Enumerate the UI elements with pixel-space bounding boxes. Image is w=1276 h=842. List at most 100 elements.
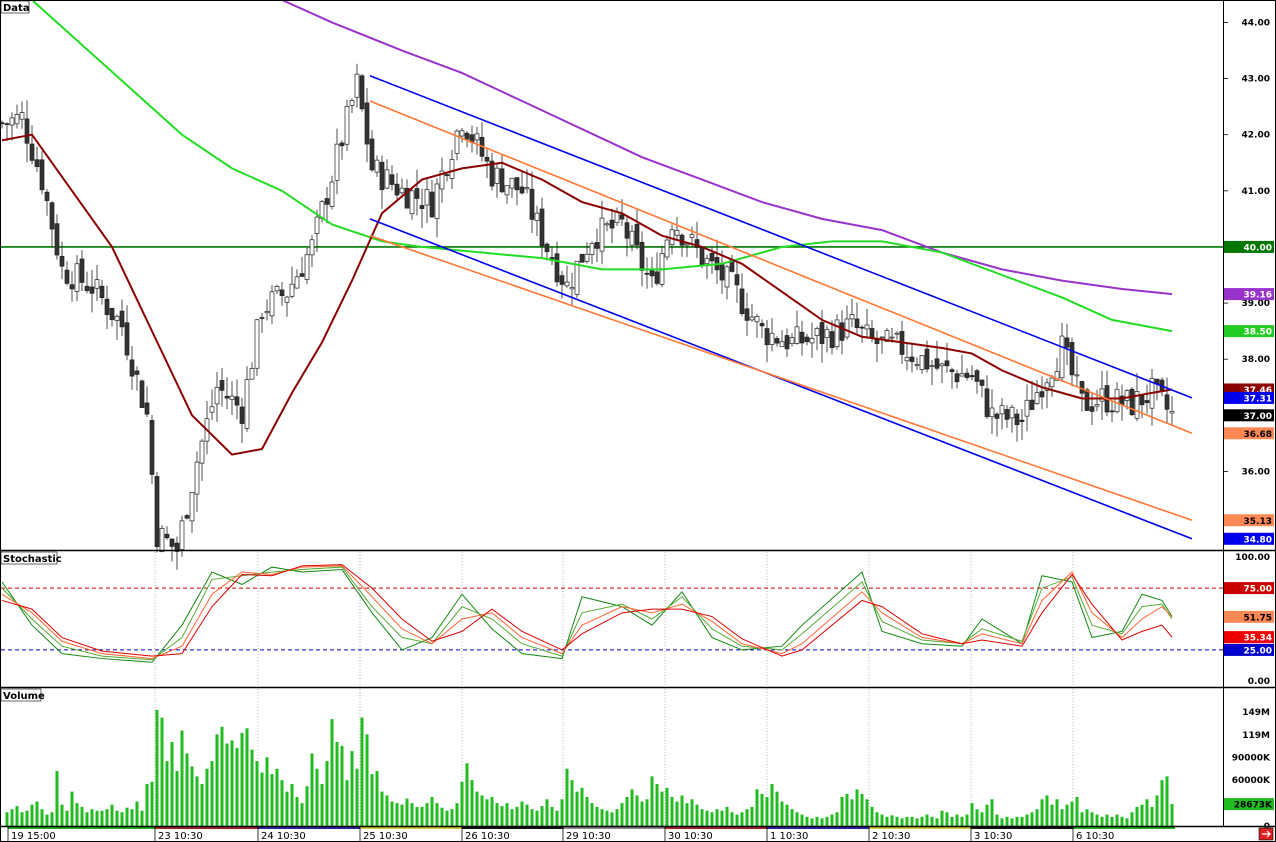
volume-bar [145, 784, 149, 826]
volume-bar [745, 809, 749, 826]
candle [514, 177, 520, 191]
candle [334, 143, 340, 181]
volume-bar [765, 796, 769, 826]
candle [804, 336, 810, 343]
volume-bar [860, 793, 864, 826]
volume-bar [840, 796, 844, 826]
volume-bar [540, 806, 544, 826]
candle [394, 183, 400, 196]
price-badge: 38.50 [1244, 328, 1272, 338]
volume-bar [160, 717, 164, 826]
volume-bar [285, 791, 289, 826]
volume-bar [355, 768, 359, 826]
volume-bar [230, 740, 234, 826]
candle [349, 100, 355, 106]
candle [344, 106, 350, 145]
volume-bar [120, 812, 124, 826]
volume-bar [80, 806, 84, 826]
price-tick-label: 43.00 [1242, 75, 1270, 85]
candle [639, 242, 645, 271]
candle [799, 331, 805, 344]
candle [954, 373, 960, 383]
candle [129, 359, 135, 377]
volume-bar [15, 806, 19, 826]
volume-bar [180, 730, 184, 826]
candle [1014, 413, 1020, 426]
candle [924, 348, 930, 370]
candle [709, 253, 715, 262]
candle [649, 270, 655, 277]
session-stripe [665, 826, 767, 829]
volume-bar [310, 753, 314, 826]
volume-bar [325, 761, 329, 826]
candle [704, 258, 710, 265]
volume-bar [625, 796, 629, 826]
candle [544, 243, 550, 253]
candle [1059, 335, 1065, 379]
candle [1004, 409, 1010, 420]
session-stripe [767, 826, 869, 829]
candle [64, 269, 70, 284]
volume-bar [590, 803, 594, 826]
volume-bar [1030, 812, 1034, 826]
x-tick-label: 1 10:30 [770, 831, 808, 842]
volume-bar [620, 803, 624, 826]
candle [949, 369, 955, 372]
volume-bar [545, 799, 549, 826]
volume-bar [350, 751, 354, 826]
volume-bar [780, 801, 784, 826]
candle [414, 188, 420, 199]
volume-bar [1135, 806, 1139, 826]
candle [614, 211, 620, 223]
candle [419, 205, 425, 209]
volume-bar [535, 810, 539, 826]
stochastic-panel-bg [1, 551, 1223, 687]
volume-bar [225, 743, 229, 826]
candle [104, 298, 110, 316]
volume-bar [1100, 816, 1104, 826]
volume-bar [345, 780, 349, 826]
volume-bar [890, 815, 894, 826]
stoch-series-line [1, 565, 1173, 660]
volume-bar [790, 809, 794, 826]
volume-bar [995, 814, 999, 826]
volume-bar [475, 791, 479, 826]
volume-bar [630, 789, 634, 826]
candle [179, 520, 185, 550]
volume-bar [420, 806, 424, 826]
candle [1099, 388, 1105, 402]
candle [764, 328, 770, 346]
volume-tick-label: 90000K [1232, 753, 1271, 763]
candle [974, 370, 980, 382]
candle [409, 190, 415, 215]
volume-bar [755, 789, 759, 826]
volume-bar [710, 812, 714, 826]
volume-bar [90, 809, 94, 826]
candle [274, 286, 280, 292]
volume-bar [915, 818, 919, 826]
candle [819, 322, 825, 345]
candle [994, 413, 1000, 419]
volume-bar [415, 806, 419, 826]
candle [864, 324, 870, 330]
x-tick-label: 6 10:30 [1076, 831, 1114, 842]
volume-bar [865, 799, 869, 826]
volume-bar [1045, 795, 1049, 826]
volume-bar [1165, 776, 1169, 826]
candle [214, 386, 220, 405]
volume-bar [450, 809, 454, 826]
volume-bar [760, 793, 764, 826]
volume-bar [665, 787, 669, 826]
candle [1009, 406, 1015, 419]
candle [4, 123, 10, 126]
ma-short-line [1, 133, 1173, 456]
candle [784, 335, 790, 350]
volume-panel-bg [1, 688, 1223, 826]
candle [724, 266, 730, 288]
volume-bar [875, 812, 879, 826]
candle [249, 368, 255, 380]
volume-bar [245, 728, 249, 826]
stoch-badge-bg [1224, 631, 1274, 644]
